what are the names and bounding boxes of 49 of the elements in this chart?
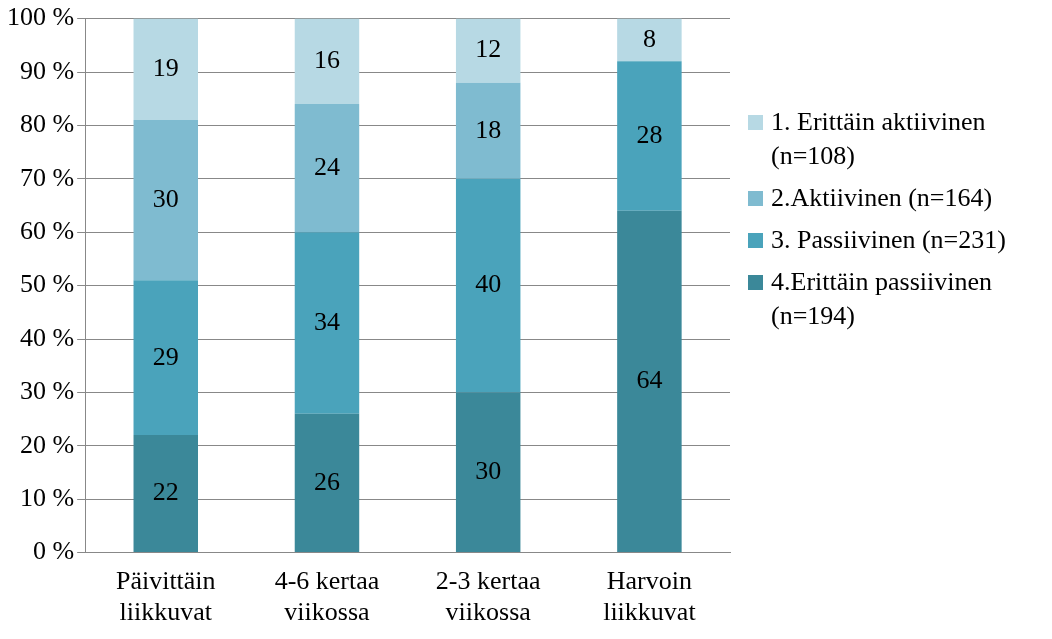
- bar: [455, 82, 521, 179]
- legend-label: 4.Erittäin passiivinen (n=194): [771, 266, 993, 332]
- bar: [294, 104, 360, 233]
- data-label: 40: [475, 269, 502, 299]
- bar: [133, 280, 199, 436]
- bar: [294, 18, 360, 105]
- bar: [133, 435, 199, 553]
- y-tick-label: 60 %: [19, 216, 75, 246]
- data-label: 22: [152, 477, 179, 507]
- bar: [294, 232, 360, 414]
- data-label: 34: [313, 306, 340, 336]
- bar: [455, 178, 521, 393]
- bar: [455, 392, 521, 553]
- y-tick-label: 80 %: [19, 109, 75, 139]
- x-tick-label: Harvoin liikkuvat: [603, 566, 697, 627]
- y-tick-label: 0 %: [32, 536, 75, 566]
- y-tick-label: 20 %: [19, 429, 75, 459]
- data-label: 29: [152, 341, 179, 371]
- y-tick-label: 30 %: [19, 376, 75, 406]
- data-label: 16: [313, 45, 340, 75]
- bar: [133, 120, 199, 281]
- data-label: 30: [152, 183, 179, 213]
- data-label: 18: [475, 114, 502, 144]
- data-label: 28: [636, 119, 663, 149]
- y-tick-label: 10 %: [19, 483, 75, 513]
- bar: [617, 210, 682, 553]
- y-tick-label: 70 %: [19, 162, 75, 192]
- bar: [294, 413, 360, 553]
- x-tick-label: Päivittäin liikkuvat: [115, 566, 216, 627]
- data-label: 26: [313, 466, 340, 496]
- y-tick-label: 50 %: [19, 269, 75, 299]
- bar: [617, 61, 682, 211]
- y-tick-label: 100 %: [6, 2, 75, 32]
- y-tick-label: 40 %: [19, 322, 75, 352]
- data-label: 24: [313, 151, 340, 181]
- legend-label: 3. Passiivinen (n=231): [771, 224, 1006, 256]
- bar: [455, 18, 521, 83]
- x-tick-label: 4-6 kertaa viikossa: [274, 566, 380, 627]
- data-label: 30: [475, 456, 502, 486]
- data-label: 64: [636, 365, 663, 395]
- data-label: 12: [475, 34, 502, 64]
- legend-label: 1. Erittäin aktiivinen (n=108): [771, 106, 987, 172]
- bar: [617, 18, 682, 62]
- data-label: 8: [642, 23, 656, 53]
- x-tick-label: 2-3 kertaa viikossa: [435, 566, 541, 627]
- bar: [133, 18, 199, 121]
- legend-label: 2.Aktiivinen (n=164): [771, 182, 993, 214]
- y-tick-label: 90 %: [19, 55, 75, 85]
- data-label: 19: [152, 53, 179, 83]
